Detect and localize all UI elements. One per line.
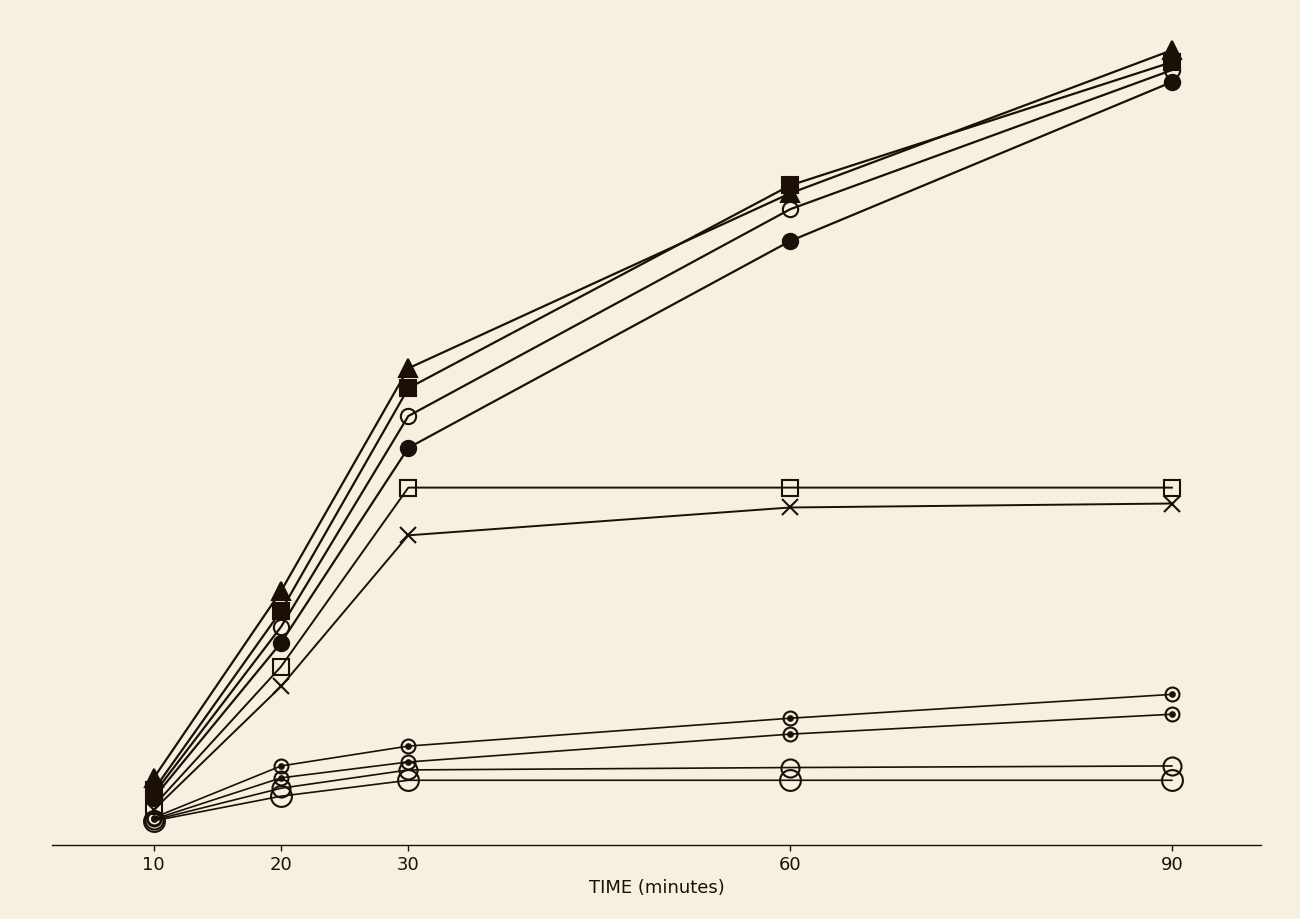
X-axis label: TIME (minutes): TIME (minutes) (589, 879, 724, 898)
